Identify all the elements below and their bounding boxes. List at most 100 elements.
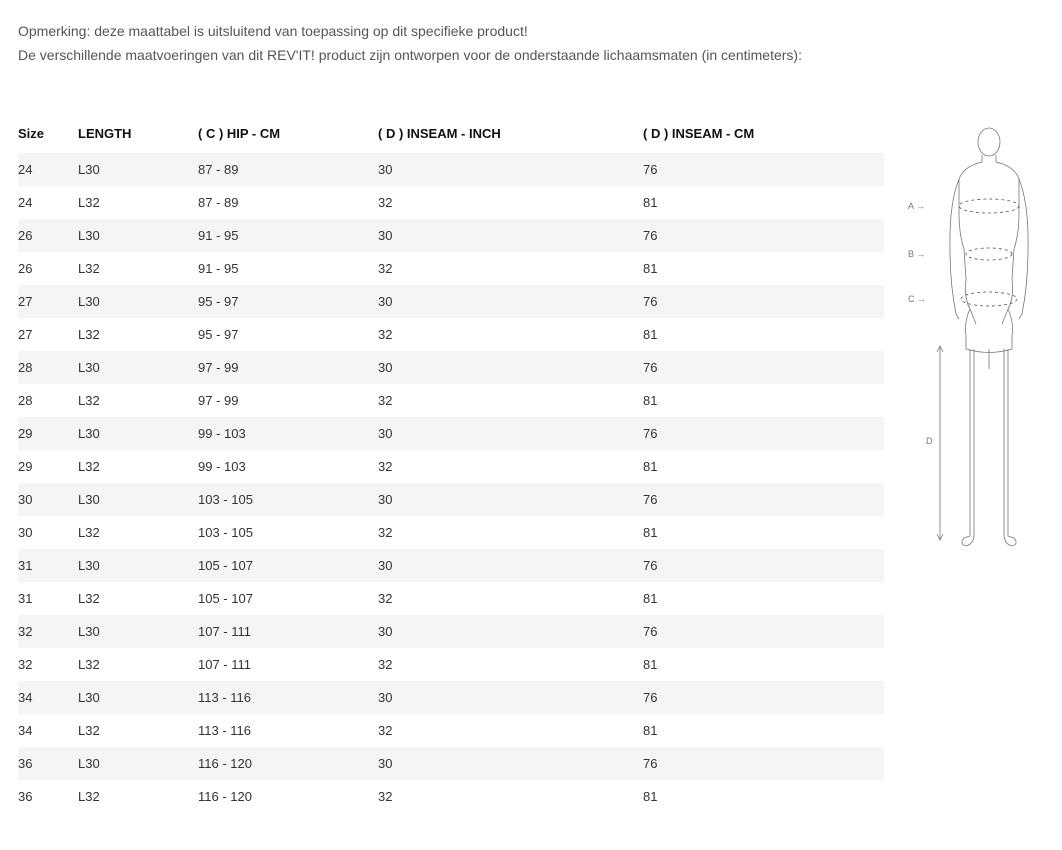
table-cell: 103 - 105	[198, 483, 378, 516]
intro-note: Opmerking: deze maattabel is uitsluitend…	[18, 20, 1044, 68]
table-cell: 91 - 95	[198, 219, 378, 252]
table-cell: 81	[643, 450, 884, 483]
table-cell: 31	[18, 549, 78, 582]
table-row: 24L3287 - 893281	[18, 186, 884, 219]
table-row: 34L30113 - 1163076	[18, 681, 884, 714]
table-cell: 30	[378, 615, 643, 648]
table-cell: 28	[18, 384, 78, 417]
table-cell: 28	[18, 351, 78, 384]
table-cell: 32	[378, 186, 643, 219]
table-cell: 116 - 120	[198, 747, 378, 780]
table-cell: 34	[18, 681, 78, 714]
col-header-length: LENGTH	[78, 118, 198, 153]
table-cell: 87 - 89	[198, 153, 378, 186]
table-cell: 30	[378, 417, 643, 450]
table-cell: 76	[643, 483, 884, 516]
table-cell: 76	[643, 549, 884, 582]
table-cell: 24	[18, 186, 78, 219]
table-cell: 32	[378, 318, 643, 351]
table-cell: 30	[18, 516, 78, 549]
table-cell: 24	[18, 153, 78, 186]
table-cell: L30	[78, 681, 198, 714]
size-table: Size LENGTH ( C ) HIP - CM ( D ) INSEAM …	[18, 118, 884, 813]
table-cell: 30	[378, 219, 643, 252]
table-cell: 81	[643, 318, 884, 351]
label-d: D	[926, 436, 933, 446]
table-cell: 30	[378, 285, 643, 318]
table-cell: 105 - 107	[198, 582, 378, 615]
table-cell: 32	[18, 648, 78, 681]
col-header-size: Size	[18, 118, 78, 153]
table-cell: 32	[378, 582, 643, 615]
table-cell: 76	[643, 681, 884, 714]
table-cell: 81	[643, 252, 884, 285]
table-cell: 81	[643, 648, 884, 681]
table-row: 32L32107 - 1113281	[18, 648, 884, 681]
table-cell: 32	[378, 450, 643, 483]
table-cell: 76	[643, 219, 884, 252]
table-cell: 76	[643, 615, 884, 648]
table-cell: L32	[78, 780, 198, 813]
table-cell: 30	[378, 747, 643, 780]
table-cell: 81	[643, 582, 884, 615]
table-cell: 81	[643, 186, 884, 219]
table-row: 31L30105 - 1073076	[18, 549, 884, 582]
table-row: 26L3091 - 953076	[18, 219, 884, 252]
table-cell: L32	[78, 384, 198, 417]
table-cell: 107 - 111	[198, 648, 378, 681]
label-b: B →	[908, 249, 926, 259]
table-cell: 32	[378, 714, 643, 747]
table-cell: 113 - 116	[198, 681, 378, 714]
table-row: 27L3095 - 973076	[18, 285, 884, 318]
table-cell: 95 - 97	[198, 285, 378, 318]
table-cell: 32	[378, 780, 643, 813]
table-cell: 97 - 99	[198, 384, 378, 417]
table-cell: 30	[378, 681, 643, 714]
table-cell: L30	[78, 747, 198, 780]
body-figure-svg: A → B → C → D	[904, 124, 1044, 564]
table-cell: 26	[18, 219, 78, 252]
table-cell: 36	[18, 747, 78, 780]
table-cell: 27	[18, 318, 78, 351]
table-cell: 87 - 89	[198, 186, 378, 219]
table-row: 30L32103 - 1053281	[18, 516, 884, 549]
table-row: 28L3297 - 993281	[18, 384, 884, 417]
table-cell: L30	[78, 285, 198, 318]
table-row: 28L3097 - 993076	[18, 351, 884, 384]
note-line-2: De verschillende maatvoeringen van dit R…	[18, 47, 802, 63]
table-cell: 99 - 103	[198, 417, 378, 450]
table-row: 29L3099 - 1033076	[18, 417, 884, 450]
label-c: C →	[908, 294, 926, 304]
table-cell: 76	[643, 285, 884, 318]
table-cell: L30	[78, 417, 198, 450]
size-table-wrap: Size LENGTH ( C ) HIP - CM ( D ) INSEAM …	[18, 118, 884, 813]
table-cell: 95 - 97	[198, 318, 378, 351]
table-cell: 76	[643, 747, 884, 780]
table-cell: 26	[18, 252, 78, 285]
table-cell: 34	[18, 714, 78, 747]
table-header-row: Size LENGTH ( C ) HIP - CM ( D ) INSEAM …	[18, 118, 884, 153]
table-cell: 116 - 120	[198, 780, 378, 813]
table-cell: L32	[78, 582, 198, 615]
table-cell: L30	[78, 351, 198, 384]
table-cell: L30	[78, 483, 198, 516]
table-cell: 76	[643, 351, 884, 384]
table-row: 32L30107 - 1113076	[18, 615, 884, 648]
table-cell: L30	[78, 153, 198, 186]
table-row: 36L30116 - 1203076	[18, 747, 884, 780]
table-cell: 81	[643, 780, 884, 813]
table-row: 29L3299 - 1033281	[18, 450, 884, 483]
table-cell: 76	[643, 417, 884, 450]
table-cell: L32	[78, 252, 198, 285]
table-cell: 30	[378, 483, 643, 516]
table-cell: 81	[643, 714, 884, 747]
table-cell: 81	[643, 384, 884, 417]
table-cell: L32	[78, 318, 198, 351]
table-cell: 81	[643, 516, 884, 549]
table-cell: 29	[18, 417, 78, 450]
table-cell: L32	[78, 450, 198, 483]
table-cell: 32	[18, 615, 78, 648]
table-cell: 32	[378, 648, 643, 681]
table-cell: L30	[78, 549, 198, 582]
table-cell: 113 - 116	[198, 714, 378, 747]
